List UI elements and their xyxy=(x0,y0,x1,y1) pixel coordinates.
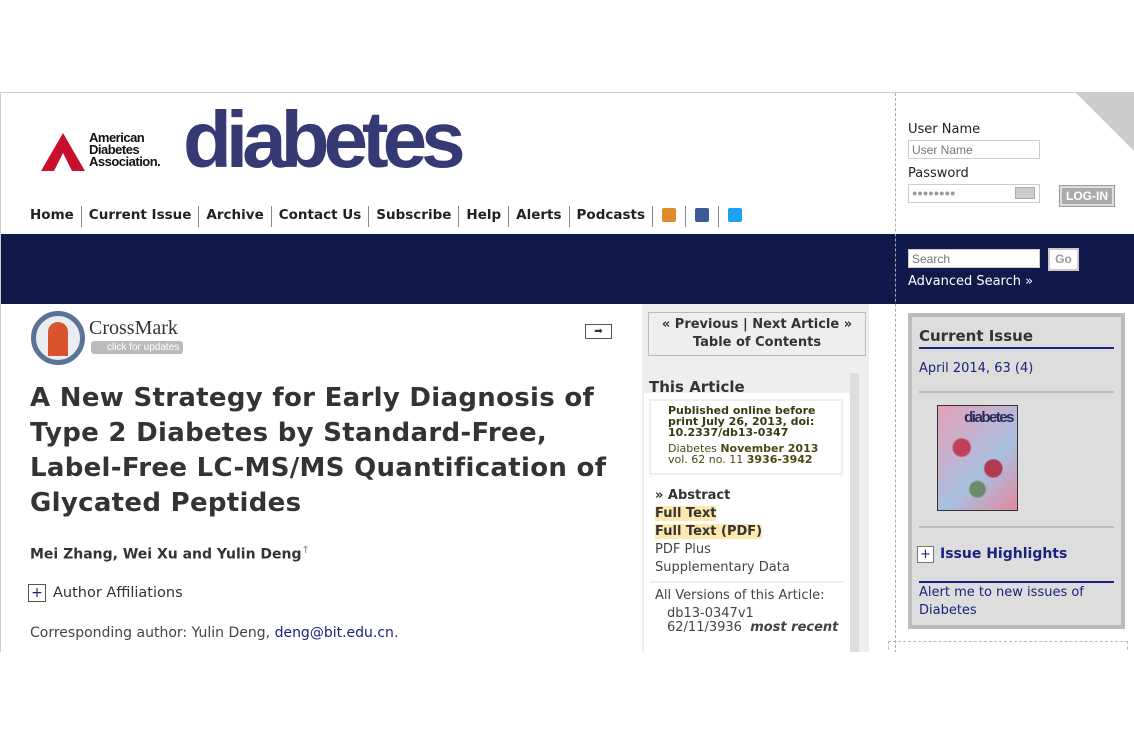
crossmark-ribbon xyxy=(48,322,68,356)
pages: 3936-3942 xyxy=(746,453,813,466)
version-link[interactable]: 62/11/3936 xyxy=(667,620,742,635)
ada-logo-inner xyxy=(54,153,72,171)
previous-article-link[interactable]: « Previous xyxy=(661,317,739,332)
nav-help[interactable]: Help xyxy=(458,206,508,227)
search-input[interactable] xyxy=(908,249,1040,268)
crossmark-icon[interactable] xyxy=(31,311,85,365)
nav-podcasts[interactable]: Podcasts xyxy=(568,206,652,227)
nav-current-issue[interactable]: Current Issue xyxy=(80,206,199,227)
column-divider xyxy=(895,93,896,652)
twitter-icon xyxy=(728,208,743,222)
password-label: Password xyxy=(908,166,969,181)
most-recent-label: most recent xyxy=(750,620,839,635)
journal-cover-image[interactable]: diabetes xyxy=(937,405,1018,511)
supplementary-data-link[interactable]: Supplementary Data xyxy=(655,560,790,575)
author-affiliations[interactable]: Author Affiliations xyxy=(53,585,183,601)
username-input[interactable] xyxy=(908,140,1040,159)
expand-affiliations-button[interactable]: + xyxy=(28,584,46,602)
article-title: A New Strategy for Early Diagnosis of Ty… xyxy=(30,383,607,518)
ada-line: Association. xyxy=(89,154,161,169)
nav-home[interactable]: Home xyxy=(30,207,74,223)
journal-name: Diabetes xyxy=(668,442,721,455)
dashed-box xyxy=(888,641,1128,652)
main-nav: Home Current Issue Archive Contact Us Su… xyxy=(23,206,751,227)
facebook-icon xyxy=(695,208,710,222)
crossmark-name[interactable]: CrossMark xyxy=(89,317,178,339)
current-issue-heading: Current Issue xyxy=(919,325,1114,349)
pdf-plus-link[interactable]: PDF Plus xyxy=(655,542,711,557)
abstract-link[interactable]: » Abstract xyxy=(655,488,731,503)
issue-highlights-link[interactable]: Issue Highlights xyxy=(940,546,1068,562)
article-links: » Abstract Full Text Full Text (PDF) PDF… xyxy=(655,487,790,577)
nav-subscribe[interactable]: Subscribe xyxy=(368,206,458,227)
nav-contact[interactable]: Contact Us xyxy=(270,206,369,227)
cover-title: diabetes xyxy=(964,409,1014,426)
header-band xyxy=(1,234,1134,304)
versions-list: db13-0347v1 62/11/3936 most recent xyxy=(667,607,838,635)
nav-rss[interactable] xyxy=(652,206,685,227)
search-go-button[interactable]: Go xyxy=(1048,248,1079,271)
separator: | xyxy=(742,317,748,332)
rss-icon xyxy=(662,208,677,222)
expand-highlights-button[interactable]: + xyxy=(917,546,934,563)
corner-fold xyxy=(1076,93,1134,151)
crossmark-updates[interactable]: click for updates xyxy=(91,341,184,354)
journal-logo[interactable]: diabetes xyxy=(183,95,466,184)
article-navigation: « Previous | Next Article » Table of Con… xyxy=(648,312,866,356)
full-text-link[interactable]: Full Text xyxy=(655,506,717,521)
page: American Diabetes Association. diabetes … xyxy=(0,92,1134,652)
next-article-link[interactable]: Next Article » xyxy=(752,317,853,332)
corresponding-author: Corresponding author: Yulin Deng, deng@b… xyxy=(30,625,398,641)
version-link[interactable]: db13-0347v1 xyxy=(667,606,754,621)
nav-twitter[interactable] xyxy=(718,206,751,227)
current-issue-link[interactable]: April 2014, 63 (4) xyxy=(919,361,1034,376)
versions-label: All Versions of this Article: xyxy=(655,588,825,603)
corresponding-label: Corresponding author: Yulin Deng, xyxy=(30,625,275,641)
ada-line: Diabetes xyxy=(89,142,140,157)
period: . xyxy=(393,625,399,641)
issue-date: November 2013 xyxy=(720,442,819,455)
nav-archive[interactable]: Archive xyxy=(198,206,270,227)
ada-wordmark[interactable]: American Diabetes Association. xyxy=(89,130,161,169)
author-email-link[interactable]: deng@bit.edu.cn xyxy=(274,625,394,641)
arrow-right-icon[interactable]: ➡ xyxy=(585,324,612,339)
citation-box: Published online before print July 26, 2… xyxy=(649,399,843,475)
keyboard-icon[interactable] xyxy=(1015,187,1035,199)
password-input[interactable]: ●●●●●●●● xyxy=(908,184,1040,203)
this-article-heading: This Article xyxy=(649,378,745,396)
nav-facebook[interactable] xyxy=(685,206,718,227)
volume: vol. 62 no. 11 xyxy=(668,453,747,466)
full-text-pdf-link[interactable]: Full Text (PDF) xyxy=(655,524,763,539)
login-button[interactable]: LOG-IN xyxy=(1059,185,1115,207)
nav-alerts[interactable]: Alerts xyxy=(508,206,568,227)
author-names: Mei Zhang, Wei Xu and Yulin Deng xyxy=(30,546,302,563)
alert-new-issues-link[interactable]: Alert me to new issues of Diabetes xyxy=(919,585,1084,618)
username-label: User Name xyxy=(908,122,981,137)
published-info: Published online before print July 26, 2… xyxy=(668,404,816,439)
table-of-contents-link[interactable]: Table of Contents xyxy=(692,335,822,350)
advanced-search-link[interactable]: Advanced Search » xyxy=(908,274,1034,289)
authors: Mei Zhang, Wei Xu and Yulin Deng↑ xyxy=(30,545,310,563)
ada-line: American xyxy=(89,130,145,145)
arrow-up-icon[interactable]: ↑ xyxy=(301,545,310,556)
